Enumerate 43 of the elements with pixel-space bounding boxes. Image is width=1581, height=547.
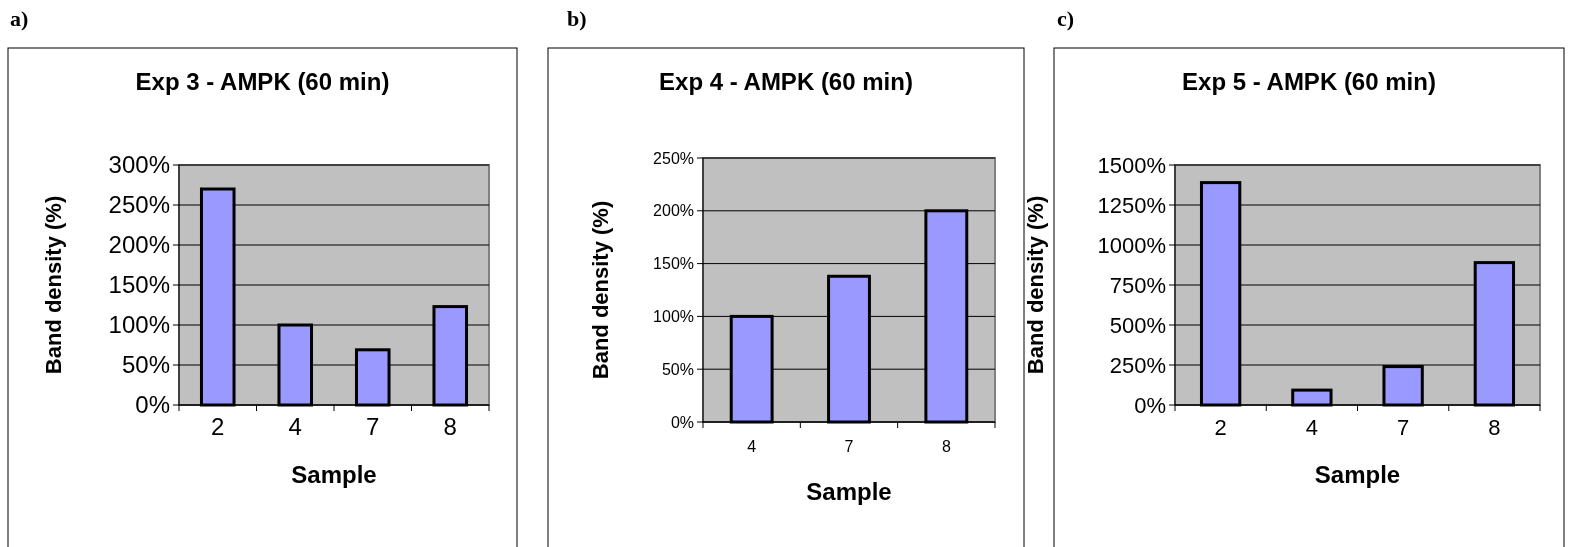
text: c) (1057, 6, 1075, 31)
text: a) (10, 6, 29, 31)
y-tick-label: 1500% (1097, 152, 1166, 178)
chart-title: Exp 5 - AMPK (60 min) (1182, 68, 1436, 95)
x-tick-label: 4 (747, 438, 757, 455)
x-tick-label: 7 (366, 413, 380, 440)
y-axis-title: Band density (%) (1023, 195, 1048, 375)
x-tick-label: 2 (1214, 415, 1227, 440)
y-tick-label: 500% (1109, 312, 1166, 338)
y-tick-label: 200% (108, 231, 170, 259)
y-tick-label: 750% (1109, 272, 1166, 298)
x-tick-label: 4 (288, 413, 302, 440)
y-tick-label: 0% (135, 391, 170, 419)
x-axis-title: Sample (291, 461, 377, 488)
y-tick-label: 150% (108, 271, 170, 299)
y-tick-label: 200% (653, 202, 694, 220)
y-tick-label: 100% (108, 311, 170, 339)
x-tick-label: 4 (1305, 415, 1318, 440)
y-axis-title: Band density (%) (41, 195, 66, 375)
y-tick-label: 50% (661, 360, 694, 378)
chart-title: Exp 3 - AMPK (60 min) (135, 68, 390, 95)
y-tick-label: 250% (108, 191, 170, 219)
y-tick-label: 300% (108, 151, 170, 179)
x-tick-label: 8 (443, 413, 457, 440)
x-axis-title: Sample (1314, 461, 1401, 488)
y-tick-label: 0% (1134, 392, 1166, 418)
x-tick-label: 7 (1397, 415, 1410, 440)
x-tick-label: 2 (211, 413, 225, 440)
y-tick-label: 150% (653, 255, 694, 273)
x-tick-label: 7 (844, 438, 854, 455)
y-tick-label: 250% (653, 149, 694, 167)
y-tick-label: 1250% (1097, 192, 1166, 218)
x-tick-label: 8 (941, 438, 951, 455)
y-axis-title: Band density (%) (588, 200, 613, 380)
y-tick-label: 0% (670, 413, 694, 431)
x-axis-title: Sample (806, 478, 892, 505)
y-tick-label: 250% (1109, 352, 1166, 378)
chart-title: Exp 4 - AMPK (60 min) (659, 68, 913, 95)
y-tick-label: 50% (121, 351, 170, 379)
x-tick-label: 8 (1488, 415, 1501, 440)
y-tick-label: 100% (653, 308, 694, 325)
y-tick-label: 1000% (1097, 232, 1166, 258)
text: b) (567, 6, 587, 31)
